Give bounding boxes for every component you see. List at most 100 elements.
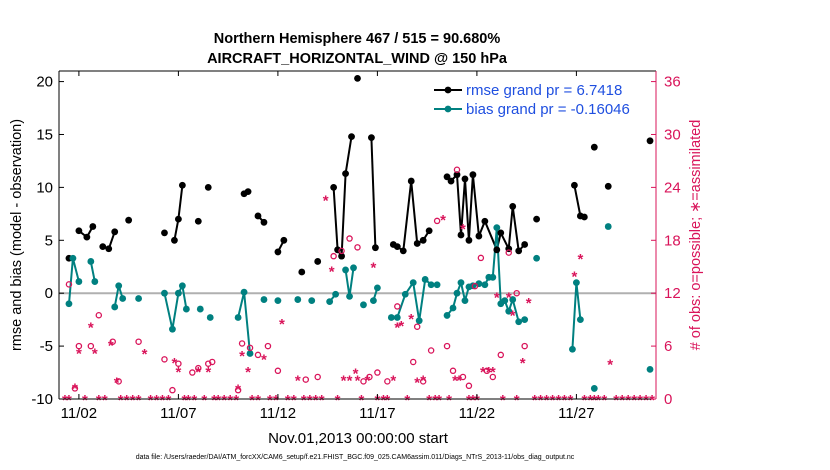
obs-assimilated-point: * bbox=[577, 251, 583, 268]
y-tick-label-left: 0 bbox=[45, 285, 53, 302]
rmse-point bbox=[646, 137, 654, 145]
obs-assimilated-point: * bbox=[432, 392, 438, 409]
obs-assimilated-point: * bbox=[313, 392, 319, 409]
obs-assimilated-point: * bbox=[466, 392, 472, 409]
obs-possible-point bbox=[274, 367, 282, 375]
bias-point bbox=[260, 296, 268, 303]
obs-assimilated-point: * bbox=[520, 355, 526, 372]
bias-point bbox=[449, 304, 457, 312]
obs-possible-point bbox=[246, 344, 254, 352]
rmse-point bbox=[111, 228, 119, 236]
rmse-point bbox=[465, 236, 473, 244]
obs-possible-point bbox=[354, 244, 361, 251]
obs-possible-point bbox=[238, 340, 246, 347]
bias-point bbox=[393, 314, 401, 321]
obs-assimilated-point: * bbox=[273, 392, 279, 409]
y-tick-label-left: -10 bbox=[31, 391, 53, 408]
bias-point bbox=[111, 303, 119, 311]
obs-assimilated-point: * bbox=[587, 392, 593, 409]
obs-possible-point bbox=[394, 303, 401, 310]
bias-point bbox=[206, 314, 214, 321]
bias-point bbox=[409, 279, 417, 287]
obs-possible-point bbox=[513, 289, 520, 297]
obs-assimilated-point: * bbox=[601, 392, 607, 409]
axes-box bbox=[59, 71, 656, 399]
obs-assimilated-point: * bbox=[556, 392, 562, 409]
obs-assimilated-point: * bbox=[532, 392, 538, 409]
bias-point bbox=[604, 223, 612, 230]
footnote: data file: /Users/raeder/DAI/ATM_forcXX/… bbox=[136, 454, 575, 461]
chart-title-line2: AIRCRAFT_HORIZONTAL_WIND @ 150 hPa bbox=[207, 51, 508, 67]
obs-assimilated-point: * bbox=[341, 373, 347, 390]
bias-point bbox=[119, 295, 127, 302]
obs-assimilated-point: * bbox=[227, 392, 233, 409]
rmse-point bbox=[161, 229, 168, 237]
obs-possible-point bbox=[169, 386, 176, 394]
bias-point bbox=[294, 296, 302, 303]
obs-possible-point bbox=[87, 342, 95, 350]
obs-possible-point bbox=[489, 373, 497, 381]
rmse-point bbox=[171, 236, 178, 244]
x-tick-label: 11/02 bbox=[61, 405, 97, 422]
obs-assimilated-point: * bbox=[249, 392, 255, 409]
plot-area: ******** **** * * *** * * ***** ****** * * ***** ***… bbox=[59, 71, 656, 409]
rmse-point bbox=[83, 233, 91, 241]
bias-point bbox=[175, 289, 182, 297]
obs-assimilated-point: * bbox=[114, 374, 120, 391]
obs-assimilated-point: * bbox=[96, 392, 102, 409]
y-axis-label-left: rmse and bias (model - observation) bbox=[9, 119, 25, 351]
rmse-point bbox=[330, 183, 338, 191]
obs-assimilated-point: * bbox=[233, 392, 239, 409]
bias-point bbox=[590, 385, 598, 392]
bias-point bbox=[493, 224, 501, 231]
obs-assimilated-point: * bbox=[591, 392, 597, 409]
y-tick-label-right: 24 bbox=[664, 179, 681, 196]
obs-possible-point bbox=[453, 166, 461, 174]
obs-assimilated-point: * bbox=[456, 373, 462, 390]
obs-possible-point bbox=[384, 378, 391, 385]
bias-point bbox=[308, 297, 316, 304]
bias-point bbox=[387, 314, 395, 321]
bias-point bbox=[246, 350, 254, 357]
obs-possible-point bbox=[427, 347, 435, 354]
rmse-point bbox=[457, 231, 465, 239]
y-axis-label-right: # of obs: o=possible; ∗=assimilated bbox=[688, 120, 704, 351]
rmse-point bbox=[204, 183, 212, 191]
obs-assimilated-point: * bbox=[514, 392, 520, 409]
y-tick-label-right: 36 bbox=[664, 74, 681, 91]
rmse-line-segment bbox=[370, 137, 377, 248]
obs-assimilated-point: * bbox=[538, 392, 544, 409]
rmse-point bbox=[443, 173, 451, 181]
obs-possible-point bbox=[433, 217, 441, 225]
obs-assimilated-point: * bbox=[631, 392, 637, 409]
obs-assimilated-point: * bbox=[181, 392, 187, 409]
obs-possible-point bbox=[505, 249, 512, 256]
obs-assimilated-point: * bbox=[301, 392, 307, 409]
y-tick-label-left: 10 bbox=[36, 179, 53, 196]
rmse-point bbox=[509, 203, 517, 210]
rmse-point bbox=[372, 244, 379, 252]
obs-assimilated-point: * bbox=[365, 373, 371, 390]
bias-point bbox=[360, 301, 367, 309]
obs-assimilated-point: * bbox=[92, 345, 98, 362]
rmse-point bbox=[178, 181, 186, 189]
rmse-point bbox=[348, 133, 355, 141]
bias-point bbox=[75, 278, 83, 285]
bias-point bbox=[461, 297, 469, 304]
bias-point bbox=[501, 297, 509, 304]
rmse-point bbox=[425, 227, 433, 235]
legend-label: bias grand pr = -0.16046 bbox=[466, 101, 630, 118]
bias-point bbox=[370, 297, 377, 304]
obs-assimilated-point: * bbox=[211, 392, 217, 409]
obs-possible-point bbox=[330, 252, 337, 260]
rmse-point bbox=[413, 240, 421, 247]
obs-possible-point bbox=[477, 254, 485, 262]
bias-point bbox=[401, 290, 409, 298]
bias-point bbox=[65, 300, 73, 308]
bias-point bbox=[326, 298, 334, 306]
obs-possible-point bbox=[374, 369, 381, 376]
bias-point bbox=[453, 289, 461, 297]
obs-assimilated-point: * bbox=[329, 263, 335, 280]
obs-possible-point bbox=[65, 281, 73, 288]
x-tick-label: 11/27 bbox=[558, 405, 594, 422]
